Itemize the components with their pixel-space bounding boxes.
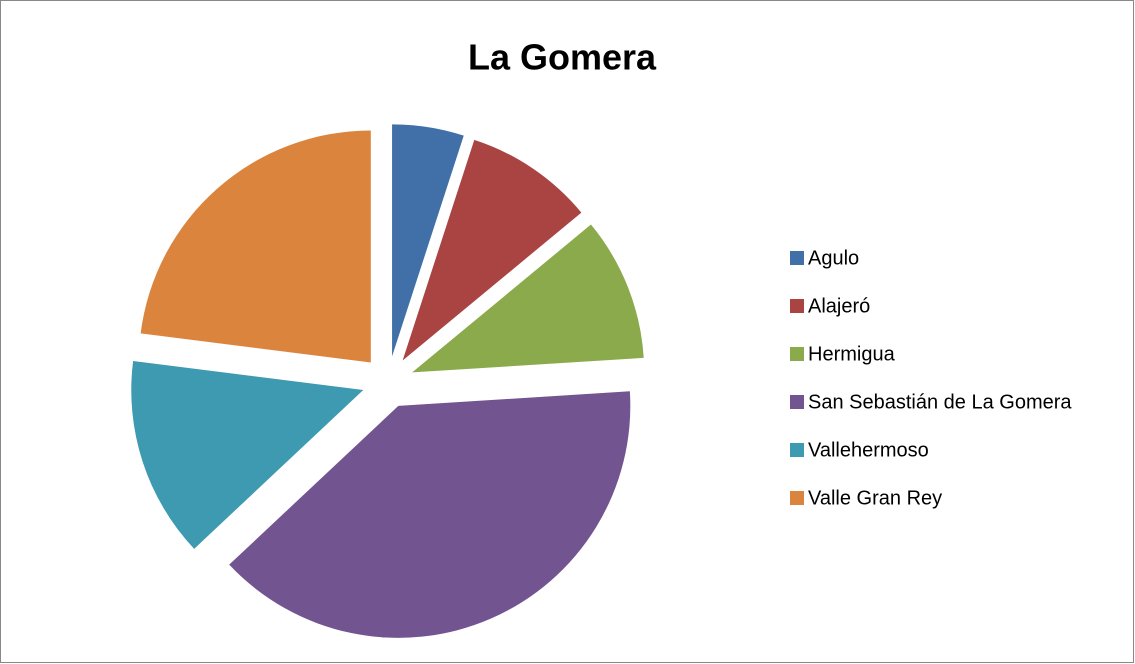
legend-swatch — [790, 443, 804, 457]
legend-swatch — [790, 395, 804, 409]
pie-slice — [412, 224, 644, 373]
pie-slice — [140, 130, 371, 363]
legend-label: Agulo — [808, 247, 859, 269]
legend-label: Hermigua — [808, 343, 896, 365]
pie-slice — [131, 360, 364, 549]
pie-slice — [229, 391, 631, 638]
legend-label: Vallehermoso — [808, 439, 929, 461]
legend-label: Alajeró — [808, 295, 870, 317]
legend-label: Valle Gran Rey — [808, 487, 942, 509]
pie-slice — [392, 124, 464, 357]
legend-label: San Sebastián de La Gomera — [808, 391, 1072, 413]
legend-swatch — [790, 299, 804, 313]
chart-title: La Gomera — [468, 37, 657, 78]
legend-swatch — [790, 491, 804, 505]
pie-slice — [402, 139, 582, 361]
legend-swatch — [790, 347, 804, 361]
legend-swatch — [790, 251, 804, 265]
